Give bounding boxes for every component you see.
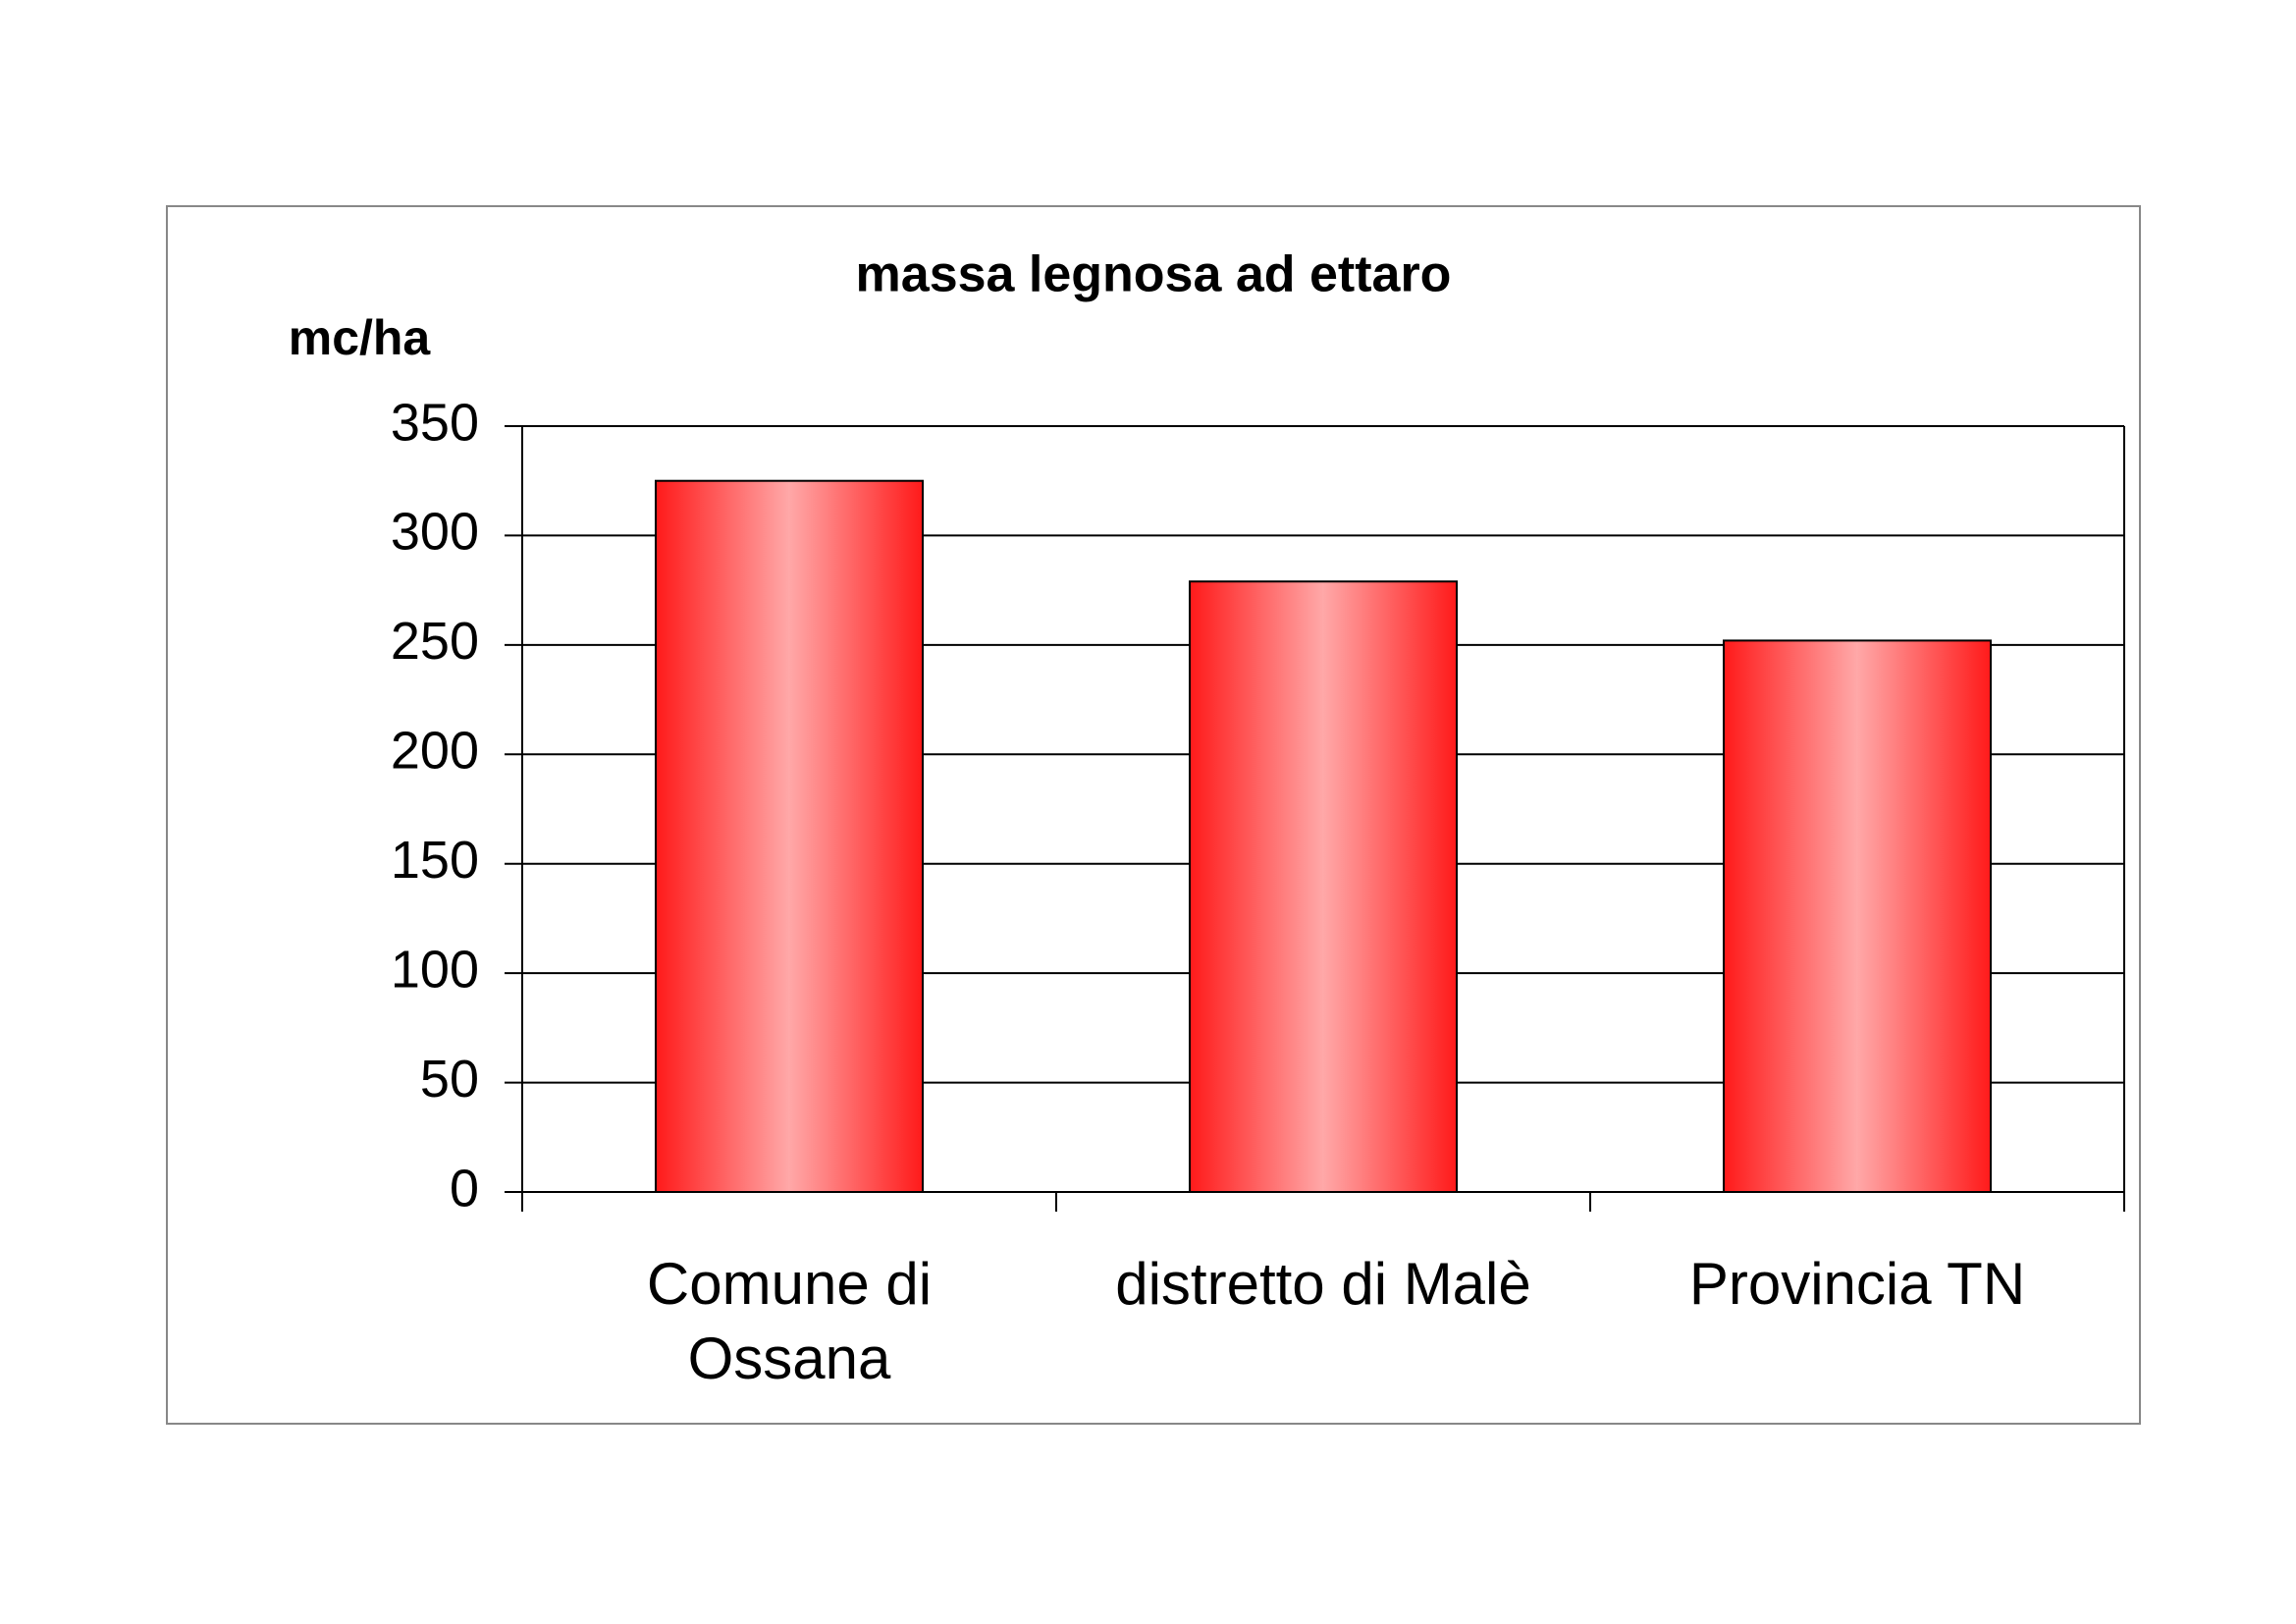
- y-tick-label: 150: [391, 831, 479, 890]
- bar: [655, 479, 924, 1193]
- y-axis-label: mc/ha: [289, 310, 432, 365]
- chart-title: massa legnosa ad ettaro: [856, 246, 1452, 303]
- y-tick-label: 50: [420, 1050, 479, 1109]
- y-tick-label: 350: [391, 393, 479, 452]
- y-tick-label: 200: [391, 722, 479, 781]
- x-tick-label: distretto di Malè: [1115, 1251, 1531, 1317]
- y-tick-label: 100: [391, 940, 479, 999]
- y-tick-label: 0: [450, 1159, 479, 1218]
- bar: [1723, 639, 1992, 1193]
- y-tick-label: 250: [391, 612, 479, 671]
- x-tick-label: Comune di Ossana: [646, 1251, 933, 1391]
- y-tick-label: 300: [391, 503, 479, 562]
- bar: [1189, 580, 1458, 1193]
- x-tick-label: Provincia TN: [1688, 1251, 2026, 1317]
